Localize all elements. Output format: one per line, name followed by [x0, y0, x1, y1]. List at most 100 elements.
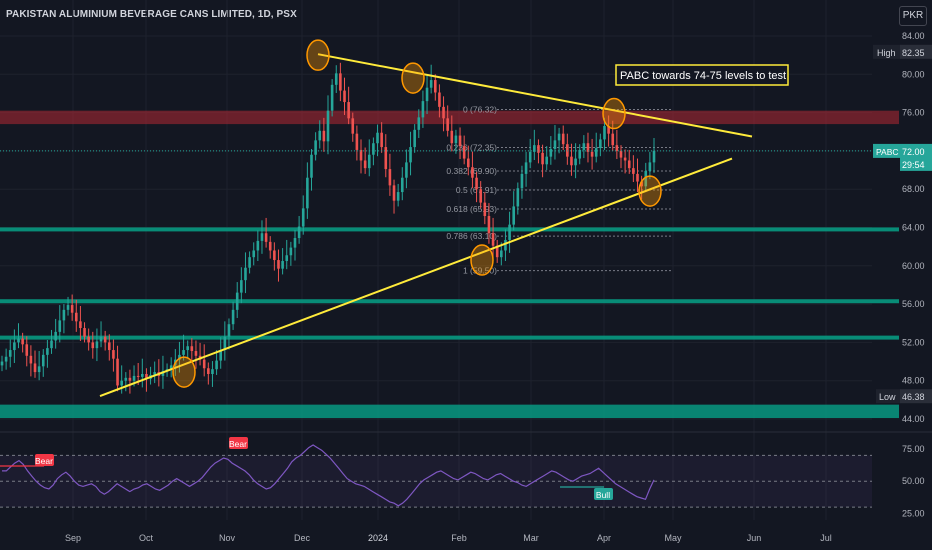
- candle-body: [367, 154, 371, 169]
- rsi-axis-label: 50.00: [902, 476, 925, 486]
- support-resistance-zones: [0, 110, 899, 419]
- price-axis-label: 68.00: [902, 184, 925, 194]
- candle-body: [380, 132, 383, 148]
- candle-body: [66, 305, 70, 310]
- candle-body: [500, 250, 503, 258]
- candle-body: [310, 154, 313, 178]
- support-trendline: [99, 157, 733, 397]
- candle-body: [392, 185, 396, 201]
- candle-body: [586, 143, 590, 152]
- candle-body: [590, 151, 594, 157]
- candle-body: [487, 216, 491, 234]
- candle-body: [128, 377, 132, 381]
- candle-body: [252, 250, 256, 258]
- candle-body: [557, 133, 561, 141]
- price-axis: 84.00 80.00 76.00 72.00 68.00 64.00 60.00 56.00…: [0, 31, 932, 519]
- candle-body: [17, 338, 20, 343]
- candle-body: [145, 373, 148, 379]
- candle-body: [99, 336, 103, 342]
- candle-body: [107, 342, 111, 351]
- candle-body: [21, 338, 24, 345]
- highlight-circle: [638, 175, 662, 207]
- time-axis-label: 2024: [368, 533, 388, 543]
- candle-body: [219, 350, 223, 361]
- candle-body: [574, 158, 577, 166]
- candle-body: [528, 151, 532, 163]
- candle-body: [25, 344, 29, 356]
- candle-body: [433, 80, 437, 93]
- candle-body: [520, 173, 524, 189]
- candle-body: [281, 261, 284, 269]
- candle-body: [248, 257, 251, 268]
- candle-body: [570, 156, 573, 166]
- candle-body: [541, 152, 544, 165]
- candles: [0, 62, 656, 394]
- candle-body: [240, 280, 243, 293]
- symbol-label: PABC: [876, 147, 899, 157]
- candle-body: [578, 149, 582, 159]
- candle-body: [582, 143, 586, 150]
- trendlines: [99, 53, 753, 397]
- candle-body: [611, 133, 615, 146]
- candle-body: [182, 350, 185, 355]
- candle-body: [504, 239, 507, 251]
- fib-level-label: 0 (76.32): [463, 105, 497, 115]
- candle-body: [29, 355, 33, 364]
- candle-body: [359, 149, 363, 161]
- candle-body: [169, 365, 173, 370]
- candle-body: [421, 101, 425, 118]
- highlight-circle: [470, 244, 494, 276]
- candle-body: [293, 238, 297, 248]
- candle-body: [334, 73, 338, 85]
- grid: [0, 0, 872, 520]
- candle-body: [363, 160, 367, 169]
- candle-body: [285, 255, 289, 262]
- candle-body: [186, 346, 189, 351]
- candle-body: [339, 73, 342, 91]
- low-label: Low: [879, 392, 896, 402]
- candle-body: [351, 118, 355, 134]
- candle-body: [211, 369, 214, 374]
- candle-body: [74, 312, 78, 322]
- time-axis-label: Dec: [294, 533, 311, 543]
- rsi-panel: Bear Bear Bull: [0, 431, 932, 508]
- candle-body: [355, 133, 359, 150]
- candle-body: [231, 309, 235, 325]
- time-axis-label: Jun: [747, 533, 762, 543]
- fib-level-label: 0.618 (65.93): [446, 204, 497, 214]
- candle-body: [8, 350, 12, 357]
- support-line: [0, 227, 899, 232]
- time-axis-label: Mar: [523, 533, 539, 543]
- candle-body: [301, 208, 305, 227]
- last-price-badge: [900, 143, 932, 171]
- candle-body: [215, 360, 218, 370]
- candle-body: [289, 247, 293, 256]
- time-axis-label: Apr: [597, 533, 611, 543]
- low-badge: [876, 389, 901, 404]
- price-axis-label: 64.00: [902, 223, 925, 233]
- candle-body: [120, 380, 123, 386]
- candle-body: [405, 162, 408, 178]
- price-axis-label: 44.00: [902, 414, 925, 424]
- fib-level-label: 0.236 (72.35): [446, 143, 497, 153]
- candle-body: [409, 147, 412, 163]
- candle-body: [483, 202, 487, 217]
- candle-body: [256, 240, 260, 251]
- candle-body: [50, 340, 53, 349]
- candle-body: [268, 241, 272, 251]
- candle-body: [533, 145, 536, 152]
- highlight-circle: [172, 356, 196, 388]
- candle-body: [153, 372, 156, 375]
- candle-body: [103, 336, 107, 343]
- support-line: [0, 335, 899, 340]
- time-axis-label: Oct: [139, 533, 154, 543]
- candle-body: [545, 156, 549, 165]
- candle-body: [4, 356, 8, 362]
- resistance-zone: [0, 110, 899, 125]
- candle-body: [603, 126, 606, 140]
- currency-button[interactable]: PKR: [899, 6, 927, 26]
- candle-body: [549, 148, 553, 157]
- chart-title: PAKISTAN ALUMINIUM BEVERAGE CANS LIMITED…: [6, 9, 297, 20]
- support-line: [0, 299, 899, 304]
